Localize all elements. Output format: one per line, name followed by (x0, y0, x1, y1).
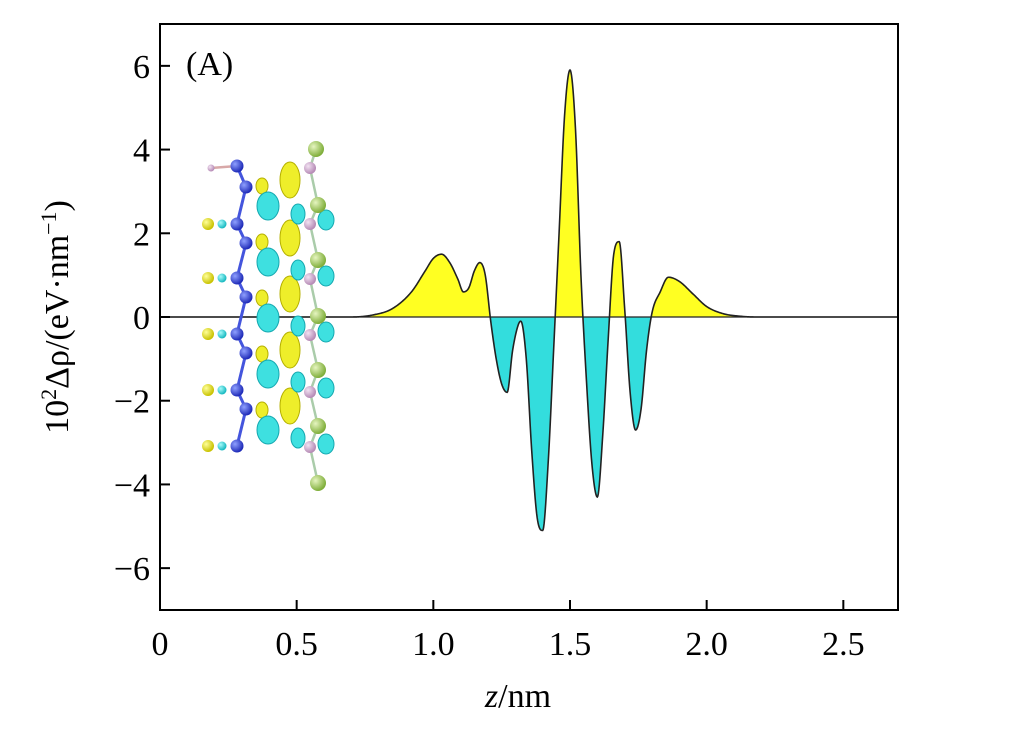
blue-atoms (230, 159, 253, 453)
x-tick-label: 2.0 (685, 626, 728, 663)
x-tick-label: 0.5 (275, 626, 318, 663)
y-tick-label: 2 (133, 216, 150, 253)
y-tick-label: 0 (133, 300, 150, 337)
cyan-lobes (256, 191, 335, 455)
y-ticks: 6 4 2 0 −2 −4 −6 (114, 49, 170, 588)
x-tick-label: 2.5 (822, 626, 865, 663)
y-axis-prefix: 10 (39, 400, 76, 434)
y-axis-exponent: 2 (36, 389, 61, 400)
pink-atoms (207, 162, 316, 453)
green-atoms (308, 141, 326, 491)
negative-area (160, 317, 898, 531)
x-axis-title: z/nm (484, 678, 551, 715)
panel-label: (A) (186, 46, 233, 83)
y-axis-main: Δρ/(eV·nm (39, 235, 76, 389)
y-tick-label: −6 (114, 551, 150, 588)
yellow-lobes (255, 161, 301, 425)
x-tick-label: 0 (152, 626, 169, 663)
y-axis-title: 102Δρ/(eV·nm−1) (36, 200, 77, 434)
y-tick-label: −2 (114, 384, 150, 421)
x-tick-label: 1.5 (549, 626, 592, 663)
structure-inset (202, 141, 335, 491)
x-ticks: 0 0.5 1.0 1.5 2.0 2.5 (152, 600, 865, 663)
y-axis-close: ) (39, 200, 76, 211)
x-axis-unit: /nm (498, 678, 551, 715)
y-axis-unit-exponent: −1 (36, 211, 61, 234)
y-tick-label: 4 (133, 133, 150, 170)
small-cyan-atoms (217, 219, 227, 451)
x-axis-variable: z (484, 678, 498, 715)
plot-area (160, 68, 898, 532)
yellow-atoms (202, 218, 214, 452)
y-tick-label: −4 (114, 467, 150, 504)
x-tick-label: 1.0 (412, 626, 455, 663)
density-curve (160, 68, 898, 532)
y-tick-label: 6 (133, 49, 150, 86)
